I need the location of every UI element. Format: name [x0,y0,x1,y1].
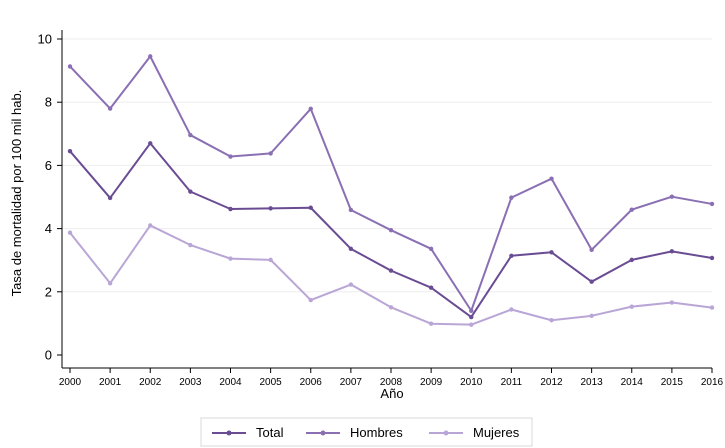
y-tick-label-3: 6 [45,158,52,173]
legend-hombres-marker [320,430,326,436]
data-point-mujeres-2001 [107,281,113,286]
data-point-hombres-2004 [228,154,233,159]
data-point-total-2013 [589,279,594,284]
data-point-mujeres-2009 [428,321,434,326]
x-tick-label-5: 2005 [260,377,283,388]
y-tick-label-5: 10 [38,32,52,47]
legend-hombres-label: Hombres [350,425,403,440]
x-tick-label-7: 2007 [340,377,363,388]
x-tick-label-6: 2006 [300,377,323,388]
legend-mujeres-label: Mujeres [473,425,520,440]
x-tick-label-11: 2011 [501,377,523,388]
x-tick-label-0: 2000 [59,377,82,388]
data-point-total-2004 [228,206,233,212]
data-point-total-2015 [669,249,675,254]
data-point-total-2002 [148,141,153,146]
x-axis-title: Año [380,386,403,401]
data-point-hombres-2009 [428,246,434,252]
y-axis-ticks: 0 2 4 6 8 10 [38,32,62,363]
data-point-total-2001 [107,195,113,201]
data-point-mujeres-2007 [348,282,354,287]
data-point-total-2006 [308,205,313,210]
data-point-mujeres-2015 [669,300,675,305]
data-point-hombres-2008 [388,227,394,233]
x-tick-label-1: 2001 [99,377,122,388]
data-point-hombres-2002 [148,54,153,59]
data-point-hombres-2005 [268,151,273,156]
data-point-mujeres-2014 [629,304,634,309]
y-tick-label-1: 2 [45,284,52,299]
data-point-hombres-2000 [67,64,73,69]
data-point-hombres-2007 [348,207,354,213]
legend: Total Hombres Mujeres [200,417,533,447]
legend-box [200,417,533,447]
y-axis-title: Tasa de mortalidad por 100 mil hab. [9,90,24,297]
data-point-total-2007 [348,246,354,252]
x-tick-label-9: 2009 [420,377,443,388]
data-point-hombres-2012 [549,176,554,181]
data-point-mujeres-2003 [188,242,193,248]
data-point-total-2009 [428,285,434,290]
data-point-hombres-2010 [469,308,474,313]
x-tick-label-10: 2010 [460,377,483,388]
data-point-hombres-2013 [589,247,594,252]
series-total [67,141,715,320]
data-point-total-2008 [388,268,394,273]
data-point-total-2000 [67,148,73,154]
data-point-hombres-2014 [629,207,634,212]
data-point-mujeres-2010 [469,322,474,327]
x-tick-label-4: 2004 [219,377,242,388]
legend-total-label: Total [256,425,284,440]
data-point-mujeres-2004 [228,256,233,261]
x-tick-label-2: 2002 [139,377,162,388]
data-point-hombres-2006 [308,106,313,112]
data-point-mujeres-2005 [268,257,273,263]
data-point-mujeres-2006 [308,297,313,303]
data-point-hombres-2015 [669,194,675,199]
data-point-total-2011 [509,253,514,258]
data-point-hombres-2001 [107,106,113,111]
x-tick-label-12: 2012 [540,377,563,388]
x-tick-label-14: 2014 [621,377,644,388]
data-point-total-2005 [268,206,273,211]
data-point-total-2003 [188,189,193,194]
data-point-mujeres-2000 [67,230,73,235]
x-tick-label-3: 2003 [179,377,202,388]
y-tick-label-4: 8 [45,95,52,110]
data-point-mujeres-2013 [589,313,594,319]
data-point-total-2014 [629,257,634,263]
series-mujeres [67,223,715,327]
data-point-total-2012 [549,250,554,255]
data-point-mujeres-2002 [148,223,153,228]
data-point-mujeres-2011 [509,307,514,312]
data-point-hombres-2016 [709,201,715,207]
data-point-hombres-2003 [188,132,193,138]
legend-mujeres-marker [443,430,449,436]
y-tick-label-0: 0 [45,348,52,363]
x-tick-label-16: 2016 [701,377,724,388]
x-tick-label-13: 2013 [581,377,604,388]
x-tick-label-8: 2008 [380,377,403,388]
series-hombres [67,54,715,313]
y-tick-label-2: 4 [45,221,52,236]
data-point-mujeres-2012 [549,318,554,323]
legend-total-marker [226,430,232,436]
x-axis-ticks: 2000 2001 2002 2003 2004 2005 2006 2007 2008 2009… [59,368,724,388]
data-point-mujeres-2008 [388,305,394,310]
data-point-mujeres-2016 [709,305,715,310]
x-tick-label-15: 2015 [661,377,684,388]
series-layer [67,54,715,327]
data-point-total-2010 [469,314,474,320]
data-point-hombres-2011 [509,195,514,200]
data-point-total-2016 [709,255,715,261]
